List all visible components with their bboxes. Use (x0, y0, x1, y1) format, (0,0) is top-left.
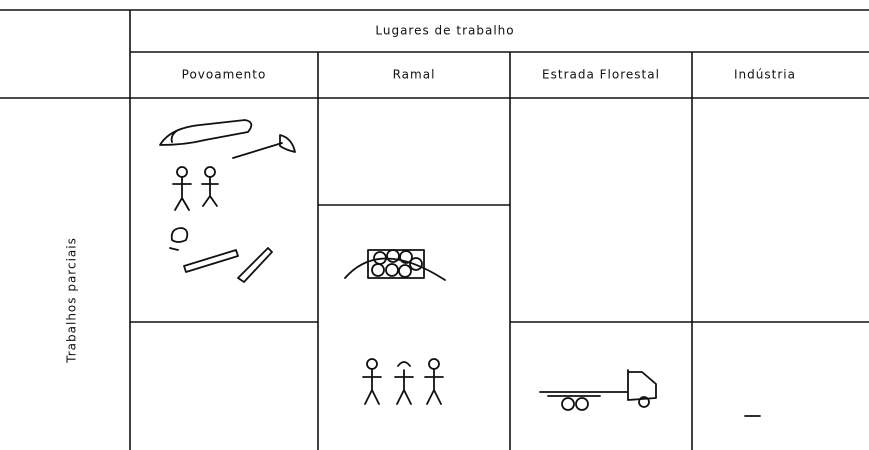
sketches (159, 119, 761, 417)
row-header: Trabalhos parciais (65, 237, 79, 364)
column-header: Indústria (734, 68, 796, 82)
table-grid (0, 9, 869, 450)
column-header: Povoamento (182, 68, 267, 82)
column-header: Ramal (393, 68, 436, 82)
header-title: Lugares de trabalho (375, 24, 514, 38)
column-header: Estrada Florestal (542, 68, 660, 82)
